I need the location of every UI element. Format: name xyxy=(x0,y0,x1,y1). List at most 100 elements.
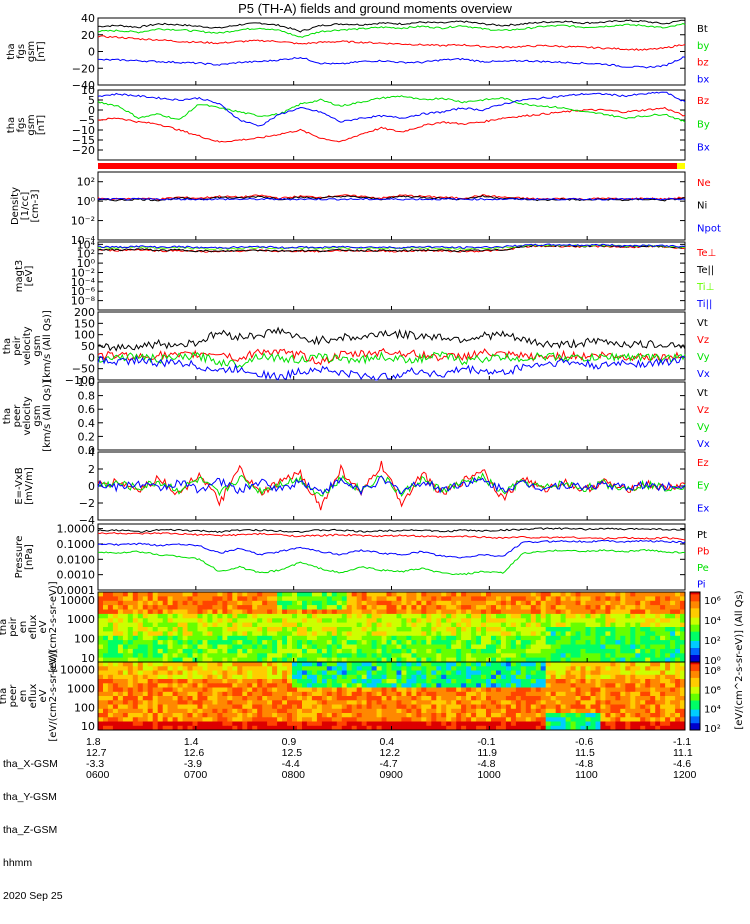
peer-spectrogram-cell xyxy=(426,666,432,671)
peir-spectrogram-cell xyxy=(675,653,681,659)
peir-spectrogram-cell xyxy=(401,592,407,597)
peer-spectrogram-cell xyxy=(655,683,661,688)
peer-spectrogram-cell xyxy=(605,721,611,727)
peir-spectrogram-cell xyxy=(187,631,193,637)
peir-spectrogram-cell xyxy=(411,644,417,650)
peer-spectrogram-cell xyxy=(147,666,154,671)
peer-spectrogram-cell xyxy=(172,670,178,676)
peer-spectrogram-cell xyxy=(675,721,681,727)
bt-panel-ylabel-line: fgs xyxy=(16,44,27,59)
peer-spectrogram-cell xyxy=(182,721,188,727)
peer-spectrogram-cell xyxy=(431,691,437,697)
peir-spectrogram-cell xyxy=(237,613,243,619)
peer-spectrogram-cell xyxy=(192,725,198,731)
peer-spectrogram-cell xyxy=(257,696,263,701)
peir-spectrogram-cell xyxy=(510,631,517,637)
peir-spectrogram-cell xyxy=(247,657,253,663)
density-panel-ylabel-line: Density xyxy=(10,187,21,225)
peer-spectrogram-cell xyxy=(565,713,571,718)
peir-spectrogram-cell xyxy=(675,609,681,615)
b-gse-panel-ytick-label: −5 xyxy=(79,114,95,127)
peir-spectrogram-cell xyxy=(192,613,198,619)
peer-spectrogram-cell xyxy=(451,679,457,684)
peer-spectrogram-cell xyxy=(346,708,353,714)
peir-spectrogram-cell xyxy=(585,631,591,637)
peir-spectrogram-cell xyxy=(287,609,293,615)
peir-spectrogram-cell xyxy=(655,605,661,610)
peir-spectrogram-cell xyxy=(381,596,387,602)
peer-spectrogram-cell xyxy=(421,721,427,727)
bt-panel-ylabel-line: gsm xyxy=(26,41,37,62)
peir-spectrogram-cell xyxy=(615,653,621,659)
peir-spectrogram-cell xyxy=(292,600,298,606)
peir-spectrogram-cell xyxy=(595,596,601,602)
peir-spectrogram-cell xyxy=(660,618,666,624)
peir-spectrogram-cell xyxy=(202,618,208,624)
peir-spectrogram-cell xyxy=(461,618,467,624)
peer-spectrogram-cell xyxy=(456,670,462,676)
peer-spectrogram-cell xyxy=(112,696,119,701)
temp-panel-legend-0: Te⊥ xyxy=(696,248,716,259)
peer-spectrogram-cell xyxy=(381,674,387,680)
peer-spectrogram-cell xyxy=(336,713,343,718)
peer-spectrogram-cell xyxy=(302,670,308,676)
peir-spectrogram-cell xyxy=(630,627,636,632)
peir-spectrogram-cell xyxy=(670,640,676,645)
peir-spectrogram-cell xyxy=(172,657,178,663)
peir-spectrogram-cell xyxy=(431,622,437,628)
peir-spectrogram-cell xyxy=(660,644,666,650)
peir-spectrogram-cell xyxy=(426,600,432,606)
peir-spectrogram-cell xyxy=(371,618,377,624)
peer-spectrogram-cell xyxy=(545,679,552,684)
peer-spectrogram-cell xyxy=(645,662,651,667)
peir-spectrogram-cell xyxy=(277,592,283,597)
peer-spectrogram-cell xyxy=(356,687,363,693)
peer-spectrogram-cell xyxy=(321,666,328,671)
peir-spectrogram-cell xyxy=(157,592,164,597)
peer-spectrogram-cell xyxy=(227,670,233,676)
peer-spectrogram-cell xyxy=(277,704,283,710)
peir-spectrogram-cell xyxy=(515,648,522,654)
peir-spectrogram-cell xyxy=(680,605,686,610)
peer-spectrogram-cell xyxy=(645,717,651,722)
peir-spectrogram-cell xyxy=(192,635,198,641)
peir-spectrogram-cell xyxy=(376,635,382,641)
peer-spectrogram-cell xyxy=(436,713,442,718)
peer-spectrogram-cell xyxy=(416,717,422,722)
peer-spectrogram-cell xyxy=(665,713,671,718)
peer-spectrogram-cell xyxy=(451,696,457,701)
peir-spectrogram-cell xyxy=(411,613,417,619)
peir-spectrogram-cell xyxy=(635,653,641,659)
peir-spectrogram-cell xyxy=(107,600,114,606)
peir-spectrogram-cell xyxy=(132,635,139,641)
peir-spectrogram-cell xyxy=(416,653,422,659)
peer-spectrogram-cell xyxy=(247,725,253,731)
peir-spectrogram-cell xyxy=(157,622,164,628)
peir-spectrogram-cell xyxy=(560,592,566,597)
peir-spectrogram-cell xyxy=(222,635,228,641)
peer-spectrogram-cell xyxy=(431,721,437,727)
peer-spectrogram-cell xyxy=(446,704,452,710)
peir-spectrogram-cell xyxy=(321,605,328,610)
peir-spectrogram-cell xyxy=(565,631,571,637)
plot-title: P5 (TH-A) fields and ground moments over… xyxy=(238,1,512,16)
peir-spectrogram-cell xyxy=(510,613,517,619)
peir-spectrogram-cell xyxy=(461,657,467,663)
peer-spectrogram-cell xyxy=(157,700,164,705)
peer-spectrogram-cell xyxy=(297,700,303,705)
peir-spectrogram-cell xyxy=(555,613,562,619)
peer-spectrogram-cell xyxy=(396,704,402,710)
peer-spectrogram-cell xyxy=(510,717,517,722)
peir-spectrogram-cell xyxy=(172,648,178,654)
peer-spectrogram-cell xyxy=(555,670,562,676)
peer-spectrogram-cell xyxy=(162,666,169,671)
peer-spectrogram-cell xyxy=(157,683,164,688)
peer-spectrogram-cell xyxy=(142,717,149,722)
peir-spectrogram-cell xyxy=(197,605,203,610)
peer-spectrogram-cell xyxy=(336,700,343,705)
peir-spectrogram-cell xyxy=(560,600,566,606)
peer-spectrogram-cell xyxy=(162,670,169,676)
peer-spectrogram-cell xyxy=(391,666,397,671)
peer-spectrogram-cell xyxy=(381,713,387,718)
peir-spectrogram-cell xyxy=(187,640,193,645)
